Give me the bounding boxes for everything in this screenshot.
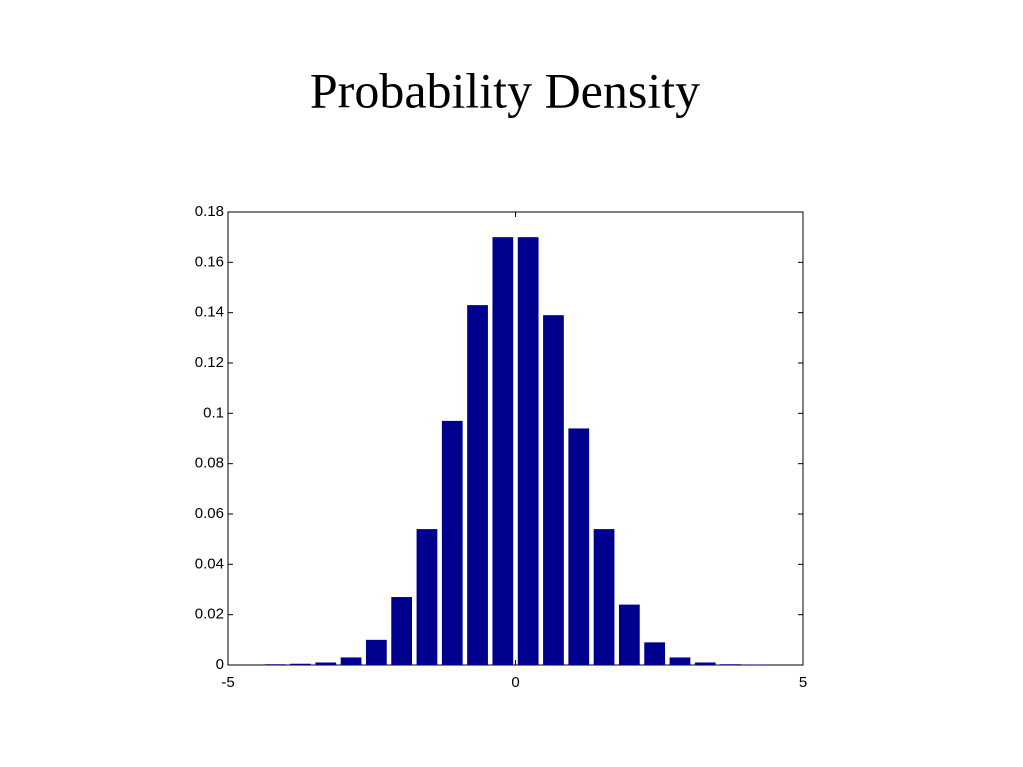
y-tick-label: 0.04 <box>195 555 224 572</box>
bar <box>720 664 741 665</box>
bar <box>340 657 362 665</box>
bar <box>694 662 716 665</box>
bar <box>441 420 463 665</box>
y-tick-label: 0.08 <box>195 455 224 472</box>
bar <box>467 305 488 665</box>
y-tick-label: 0 <box>216 656 224 673</box>
y-tick-label: 0.06 <box>195 505 224 522</box>
bar <box>290 663 311 665</box>
bar <box>264 664 286 665</box>
bar <box>492 237 514 665</box>
x-tick-label: -5 <box>221 674 234 691</box>
bar <box>618 604 640 665</box>
bar <box>568 428 590 665</box>
bar <box>745 664 767 665</box>
bar <box>644 642 666 665</box>
x-tick-label: 5 <box>799 674 807 691</box>
y-tick-label: 0.18 <box>195 203 224 220</box>
bar <box>517 237 539 665</box>
bar <box>669 657 691 665</box>
y-tick-label: 0.16 <box>195 253 224 270</box>
y-tick-label: 0.1 <box>203 404 224 421</box>
chart-title: Probability Density <box>310 62 700 118</box>
bar <box>365 639 387 665</box>
bar <box>543 315 564 665</box>
bar <box>593 529 615 665</box>
bar <box>315 662 337 665</box>
axes-box <box>227 211 804 666</box>
x-tick-label: 0 <box>511 674 519 691</box>
bar <box>416 529 438 665</box>
bar <box>391 597 413 665</box>
y-tick-label: 0.12 <box>195 354 224 371</box>
y-tick-label: 0.14 <box>195 304 224 321</box>
y-tick-label: 0.02 <box>195 606 224 623</box>
